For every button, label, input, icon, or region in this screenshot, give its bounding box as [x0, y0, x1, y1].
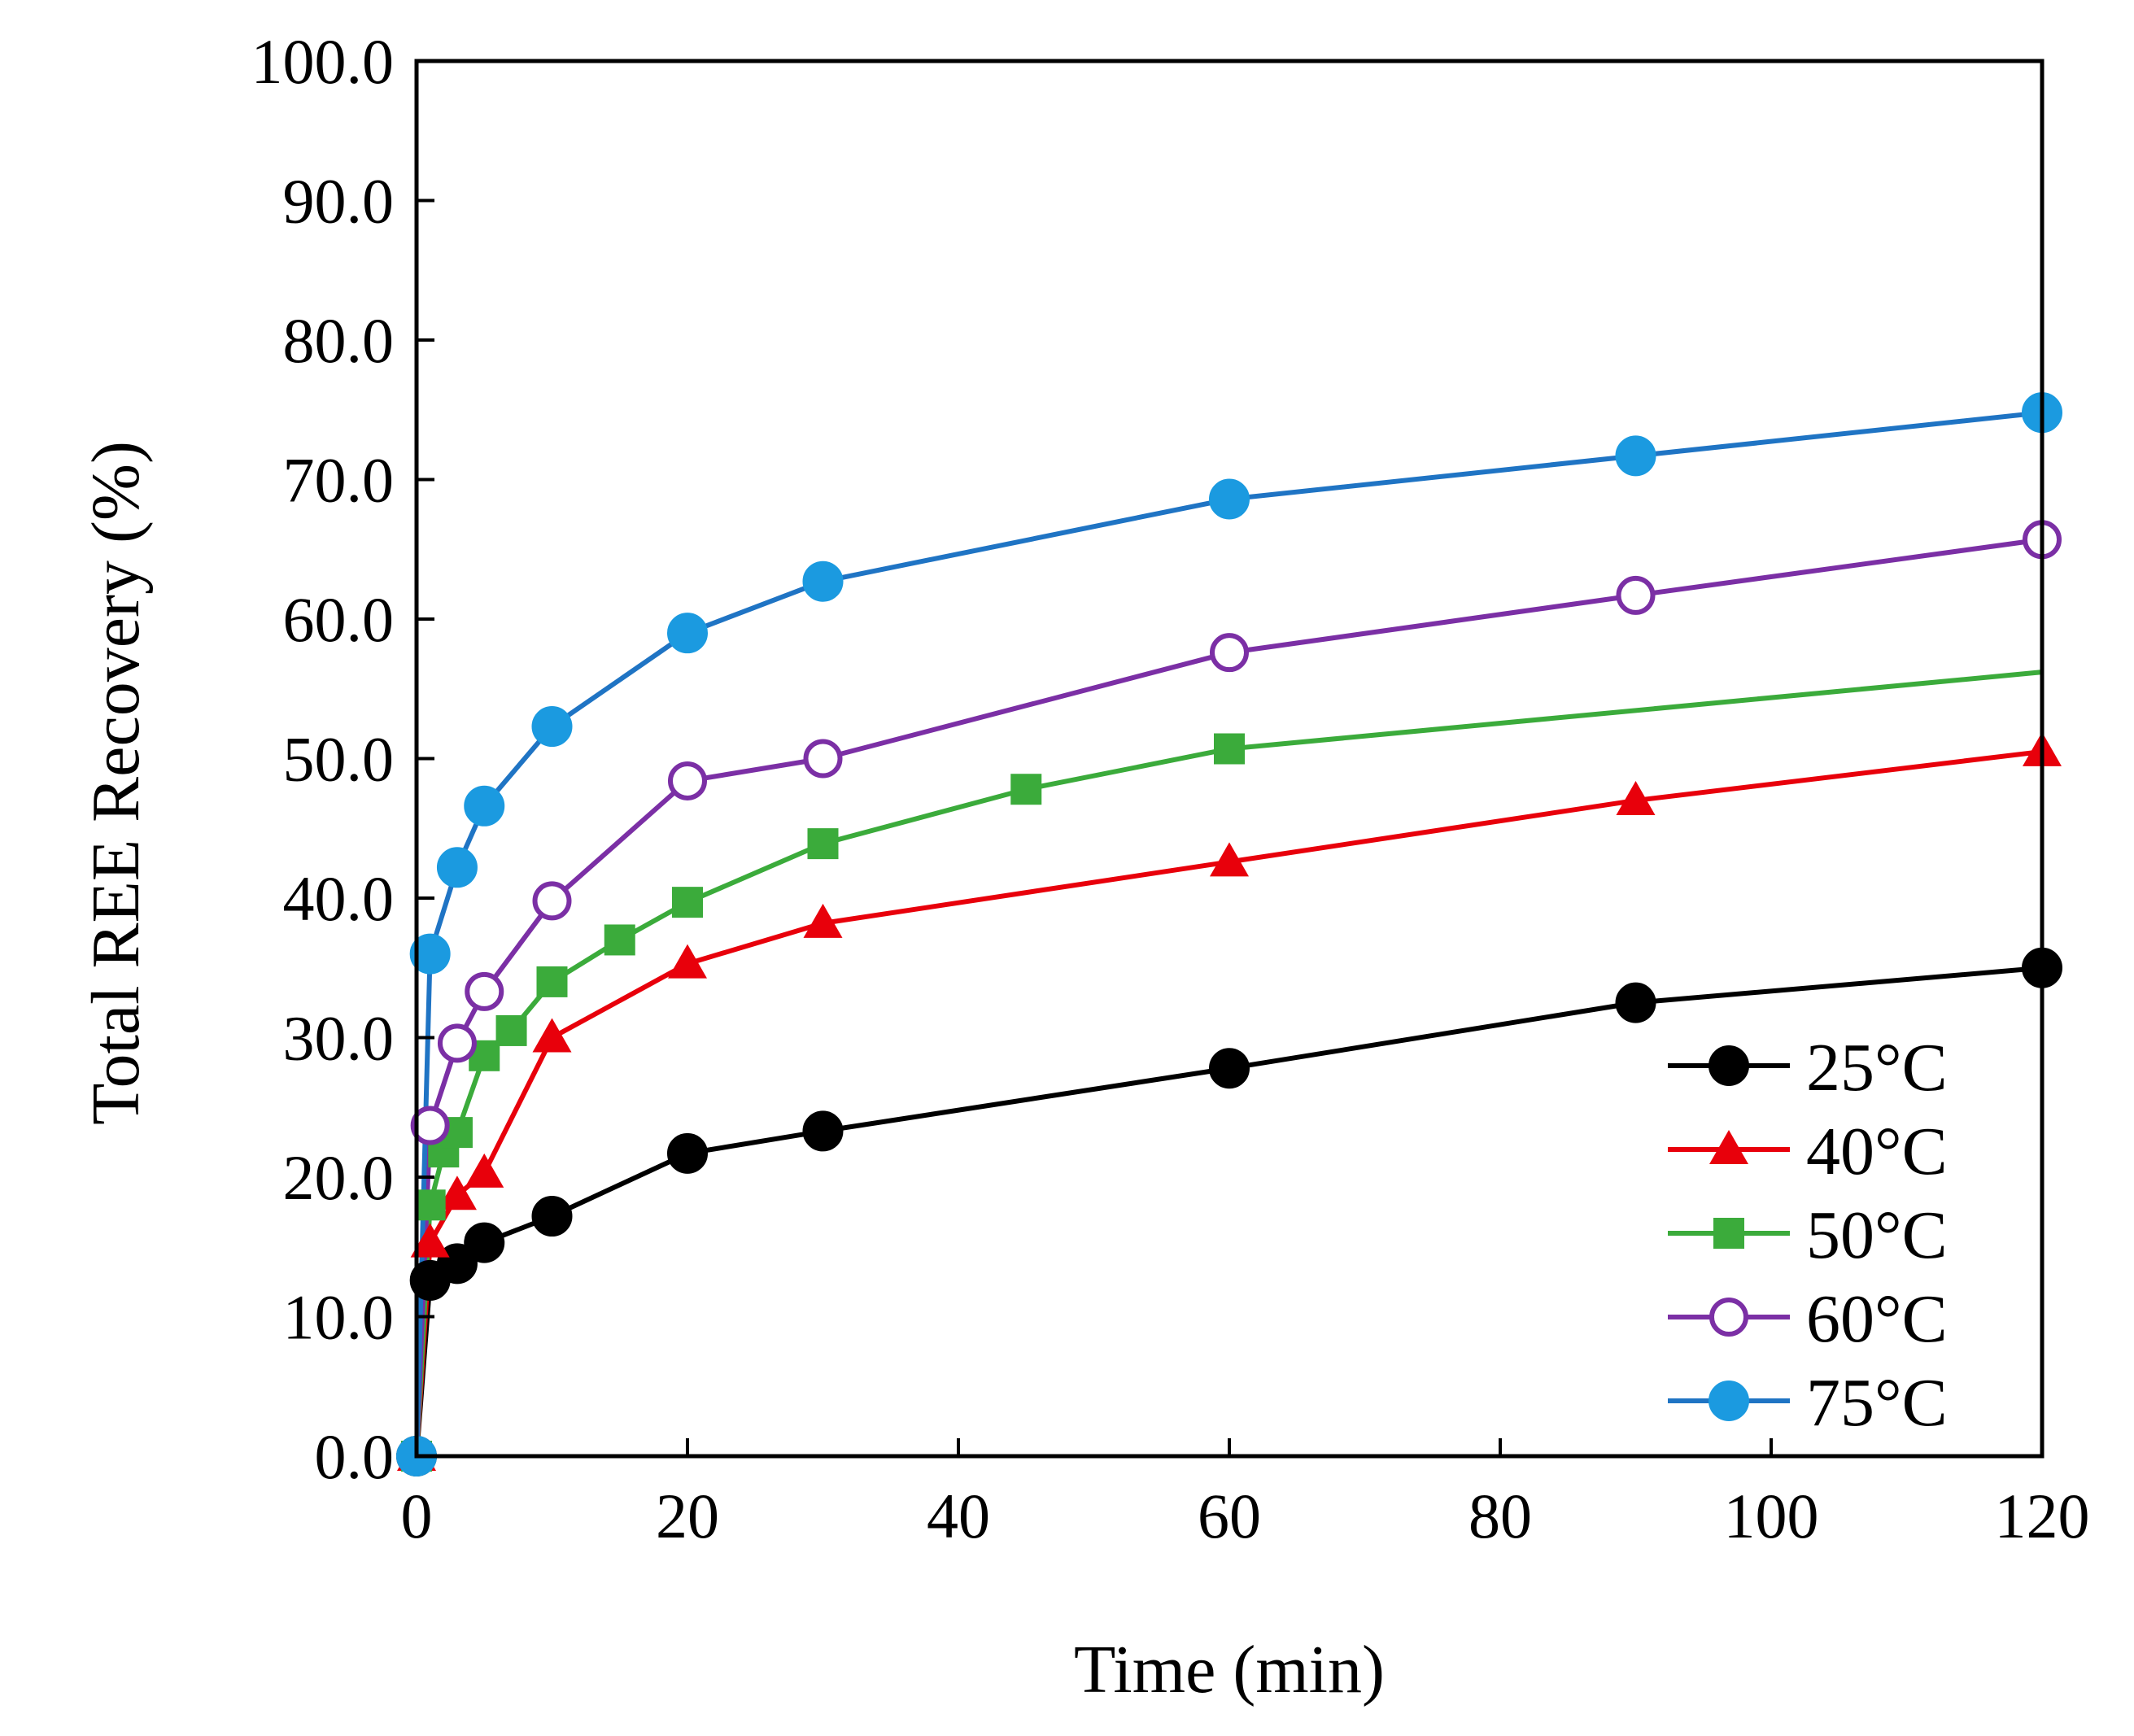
legend-marker [1709, 1381, 1749, 1421]
x-tick-label: 40 [927, 1481, 990, 1551]
y-tick-label: 100.0 [251, 26, 395, 97]
legend-label: 40°C [1806, 1114, 1948, 1189]
y-tick-label: 20.0 [283, 1142, 395, 1213]
series-2-point [1010, 774, 1042, 805]
x-axis-title: Time (min) [1074, 1632, 1385, 1708]
y-tick-label: 30.0 [283, 1003, 395, 1074]
series-2-point [1214, 733, 1245, 765]
y-axis-title: Total REE Recovery (%) [78, 441, 154, 1125]
series-2-point [495, 1014, 527, 1046]
legend-label: 50°C [1806, 1197, 1948, 1273]
series-3-point [410, 1106, 450, 1145]
x-axis-ticks: 0 20 40 60 80 100 120 [401, 1438, 2090, 1551]
series-4-point [667, 613, 708, 654]
y-tick-label: 90.0 [283, 166, 395, 237]
legend-marker [1709, 1045, 1749, 1086]
x-tick-label: 80 [1468, 1481, 1532, 1551]
series-4-point [436, 847, 478, 888]
y-tick-label: 10.0 [283, 1282, 395, 1353]
series-4-point [802, 560, 844, 602]
series-1-point [532, 1018, 572, 1053]
y-tick-label: 70.0 [283, 445, 395, 516]
legend-label: 75°C [1806, 1365, 1948, 1441]
plot-lines [414, 410, 2043, 1457]
series-1-point [465, 1153, 504, 1188]
series-2-point [604, 924, 635, 956]
series-4-point [531, 706, 573, 748]
x-tick-label: 20 [656, 1481, 719, 1551]
series-4-point [409, 933, 451, 975]
y-tick-label: 0.0 [315, 1421, 395, 1492]
legend: 25°C 40°C 50°C 60°C 75°C [1668, 1030, 1948, 1441]
series-line-3 [414, 537, 2043, 1457]
series-3-point [1210, 633, 1249, 673]
series-0-point [531, 1196, 573, 1237]
series-1-point [1616, 780, 1656, 815]
series-line-4 [414, 410, 2043, 1457]
series-3-point [465, 971, 504, 1011]
series-2-point [414, 1189, 446, 1221]
series-2-point [807, 828, 839, 860]
series-1-point [668, 944, 707, 979]
series-0-point [802, 1110, 844, 1152]
series-1-point [1210, 842, 1249, 877]
legend-label: 25°C [1806, 1030, 1948, 1106]
series-line-0 [414, 965, 2043, 1457]
series-4-point [1209, 478, 1250, 520]
x-tick-label: 100 [1724, 1481, 1819, 1551]
legend-marker [1709, 1298, 1748, 1337]
series-4-point [464, 785, 505, 827]
y-tick-label: 60.0 [283, 584, 395, 655]
series-1-point [803, 903, 843, 938]
legend-marker [1713, 1218, 1744, 1249]
series-3-point [668, 761, 707, 800]
series-2-point [672, 887, 703, 918]
series-4-point [1615, 435, 1656, 477]
series-3-point [437, 1023, 477, 1063]
series-2-point [536, 966, 568, 997]
legend-marker [1709, 1130, 1748, 1164]
series-0-point [667, 1132, 708, 1174]
x-tick-label: 60 [1198, 1481, 1261, 1551]
y-tick-label: 40.0 [283, 863, 395, 934]
x-tick-label: 0 [401, 1481, 433, 1551]
series-1-point [410, 1223, 450, 1258]
series-1-point [437, 1176, 477, 1210]
y-tick-label: 50.0 [283, 724, 395, 795]
series-3-point [1616, 575, 1656, 615]
legend-label: 60°C [1806, 1281, 1948, 1357]
x-tick-label: 120 [1995, 1481, 2090, 1551]
y-axis-ticks: 0.0 10.0 20.0 30.0 40.0 50.0 60.0 70.0 80.0 90.0 1… [251, 26, 434, 1492]
y-tick-label: 80.0 [283, 305, 395, 376]
series-0-point [1615, 982, 1656, 1023]
series-3-point [803, 739, 843, 779]
series-0-point [1209, 1048, 1250, 1089]
series-0-point [464, 1222, 505, 1263]
series-3-point [532, 881, 572, 921]
